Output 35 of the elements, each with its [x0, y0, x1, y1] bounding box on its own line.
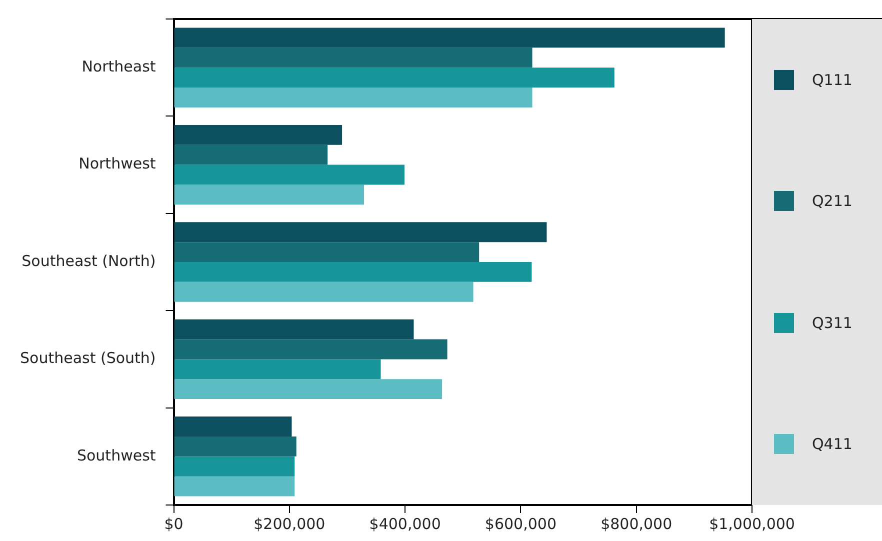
x-tick-label: $1,000,000: [709, 514, 795, 533]
bar: [174, 48, 532, 68]
bar: [174, 262, 532, 282]
bar: [174, 416, 292, 436]
y-tick-label: Northwest: [78, 154, 156, 173]
bar: [174, 222, 547, 242]
y-tick-label: Southwest: [76, 446, 156, 464]
legend-label: Q211: [812, 192, 852, 210]
legend-label: Q311: [812, 314, 852, 332]
y-tick-label: Southeast (North): [22, 252, 156, 270]
x-tick-label: $200,000: [254, 514, 326, 533]
bar: [174, 144, 328, 165]
x-tick-label: $600,000: [484, 514, 556, 533]
bar: [174, 124, 342, 145]
bar: [174, 68, 614, 88]
bar: [174, 282, 474, 302]
x-tick-label: $800,000: [600, 514, 672, 533]
bar: [174, 242, 480, 262]
bar: [174, 319, 414, 340]
legend-label: Q111: [812, 70, 852, 89]
y-tick-label: Southeast (South): [20, 349, 156, 368]
x-tick-label: $0: [164, 514, 184, 533]
y-tick-label: Northeast: [82, 57, 156, 76]
bar: [174, 339, 448, 360]
bar: [174, 359, 381, 380]
bar: [174, 164, 404, 185]
legend-label: Q411: [812, 435, 852, 454]
bar: [174, 379, 442, 400]
bar: [174, 436, 296, 456]
bar: [174, 184, 364, 205]
bar: [174, 88, 532, 108]
bar: [174, 476, 295, 496]
x-tick-label: $400,000: [369, 514, 441, 533]
bar: [174, 28, 725, 48]
bar: [174, 456, 295, 476]
